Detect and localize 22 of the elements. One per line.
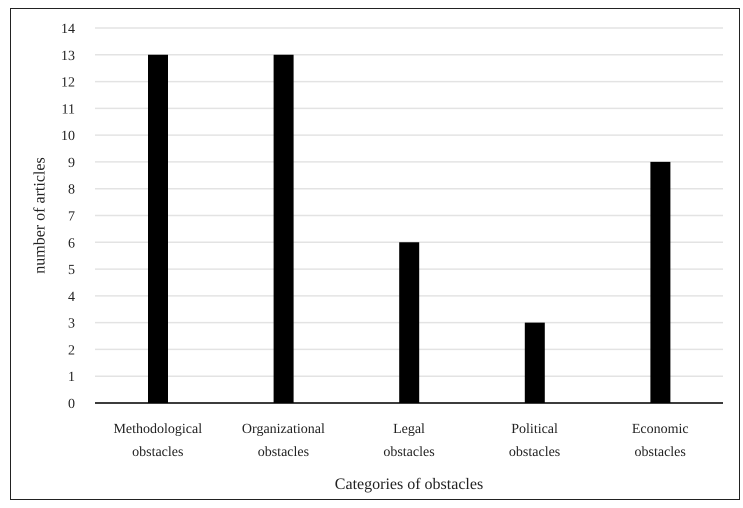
x-tick-label: Legal obstacles (383, 422, 435, 460)
y-tick-label: 9 (68, 156, 75, 171)
y-axis-title: number of articles (32, 157, 49, 274)
x-tick-label: Methodological obstacles (113, 422, 202, 460)
y-tick-label: 7 (68, 209, 75, 224)
y-tick-label: 3 (68, 316, 75, 332)
y-tick-label: 10 (61, 129, 75, 144)
y-tick-label: 12 (61, 76, 75, 91)
y-tick-label: 11 (62, 102, 75, 118)
y-tick-label: 5 (68, 263, 75, 278)
x-tick-label: Organizational obstacles (242, 422, 325, 460)
y-tick-label: 6 (68, 236, 75, 252)
y-tick-label: 8 (68, 182, 75, 198)
y-tick-label: 1 (68, 370, 75, 386)
y-tick-label: 0 (68, 396, 75, 412)
y-tick-label: 2 (68, 343, 75, 358)
y-tick-label: 13 (61, 48, 75, 64)
y-tick-label: 14 (61, 22, 75, 37)
x-axis-title: Categories of obstacles (334, 476, 484, 493)
x-tick-label: Political obstacles (508, 422, 560, 460)
y-tick-label: 4 (68, 290, 75, 305)
x-tick-label: Economic obstacles (632, 422, 689, 460)
